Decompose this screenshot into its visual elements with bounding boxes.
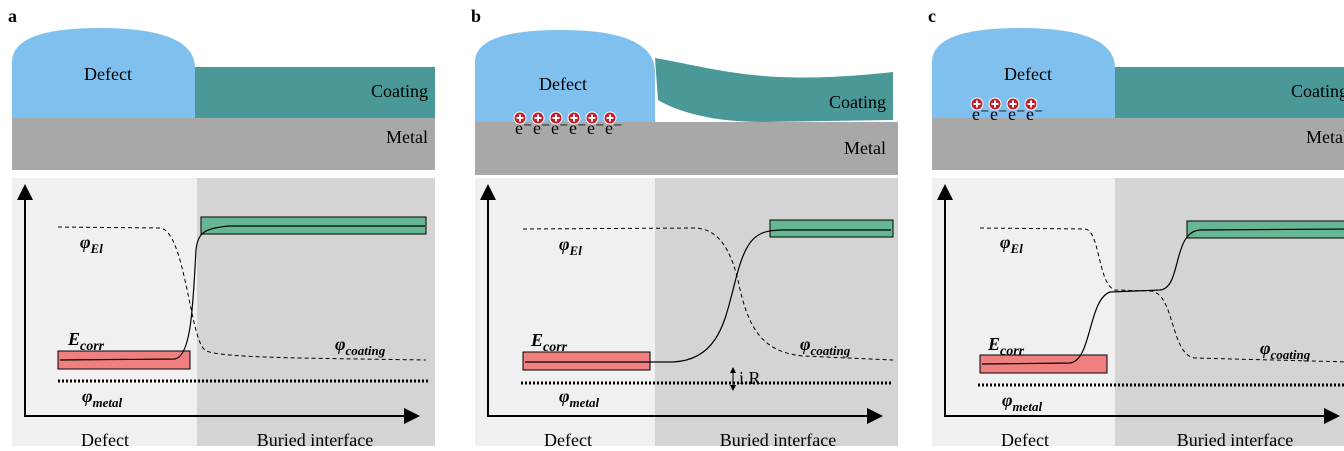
subscript: metal bbox=[1013, 399, 1043, 414]
symbol: E bbox=[987, 334, 1000, 354]
subscript: corr bbox=[80, 339, 105, 354]
x-label-interface: Buried interface bbox=[720, 430, 836, 450]
symbol: φ bbox=[559, 386, 570, 406]
coating-label: Coating bbox=[371, 81, 428, 101]
panel-label: c bbox=[928, 6, 936, 26]
x-label-interface: Buried interface bbox=[1177, 430, 1293, 450]
electron: e⁻ bbox=[1008, 104, 1026, 124]
defect-label: Defect bbox=[1004, 64, 1052, 84]
subscript: metal bbox=[93, 395, 123, 410]
metal-label: Metal bbox=[386, 127, 428, 147]
symbol: φ bbox=[800, 334, 811, 354]
electron: e⁻ bbox=[533, 118, 551, 138]
subscript: corr bbox=[1000, 344, 1025, 359]
subscript: El bbox=[1010, 241, 1024, 256]
x-label-defect: Defect bbox=[81, 430, 129, 450]
defect-label: Defect bbox=[539, 74, 587, 94]
figure: aDefectCoatingMetalφElEcorrφcoatingφmeta… bbox=[0, 0, 1344, 451]
coating-layer bbox=[655, 58, 893, 122]
symbol: φ bbox=[1000, 232, 1011, 252]
metal-layer bbox=[12, 118, 435, 170]
electron: e⁻ bbox=[990, 104, 1008, 124]
subscript: metal bbox=[570, 395, 600, 410]
panel-label: a bbox=[8, 6, 17, 26]
metal-label: Metal bbox=[844, 138, 886, 158]
symbol: φ bbox=[80, 232, 91, 252]
subscript: corr bbox=[543, 340, 568, 355]
symbol: φ bbox=[335, 334, 346, 354]
electron: e⁻ bbox=[569, 118, 587, 138]
x-label-defect: Defect bbox=[544, 430, 592, 450]
metal-layer bbox=[932, 118, 1344, 170]
subscript: El bbox=[569, 243, 583, 258]
electron: e⁻ bbox=[1026, 104, 1044, 124]
x-label-defect: Defect bbox=[1001, 430, 1049, 450]
symbol: E bbox=[67, 329, 80, 349]
coating-label: Coating bbox=[1291, 81, 1344, 101]
symbol: φ bbox=[559, 234, 570, 254]
coating-level bbox=[770, 220, 893, 237]
electron: e⁻ bbox=[972, 104, 990, 124]
subscript: El bbox=[90, 241, 104, 256]
subscript: coating bbox=[346, 343, 386, 358]
symbol: φ bbox=[1002, 390, 1013, 410]
electron: e⁻ bbox=[515, 118, 533, 138]
defect-label: Defect bbox=[84, 64, 132, 84]
metal-label: Metal bbox=[1306, 127, 1344, 147]
electron: e⁻ bbox=[587, 118, 605, 138]
coating-label: Coating bbox=[829, 92, 886, 112]
panel-label: b bbox=[471, 6, 481, 26]
subscript: coating bbox=[811, 343, 851, 358]
electron: e⁻ bbox=[551, 118, 569, 138]
plot-bg-interface bbox=[655, 178, 898, 446]
subscript: coating bbox=[1271, 347, 1311, 362]
symbol: φ bbox=[82, 386, 93, 406]
x-label-interface: Buried interface bbox=[257, 430, 373, 450]
ir-label: i.R bbox=[739, 368, 761, 388]
symbol: φ bbox=[1260, 338, 1271, 358]
symbol: E bbox=[530, 330, 543, 350]
plot-bg-interface bbox=[1115, 178, 1344, 446]
electron: e⁻ bbox=[605, 118, 623, 138]
